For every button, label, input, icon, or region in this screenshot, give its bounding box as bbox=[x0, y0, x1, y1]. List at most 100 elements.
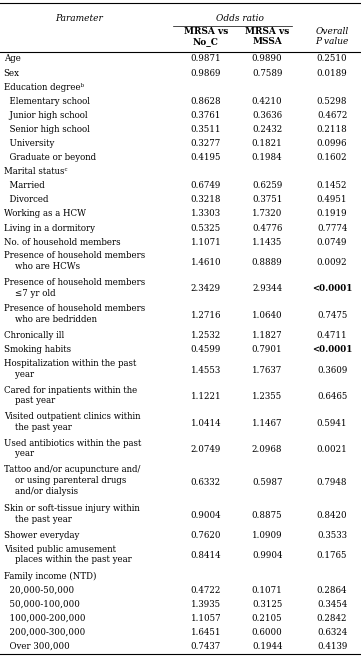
Text: 2.0749: 2.0749 bbox=[191, 445, 221, 454]
Text: Hospitalization within the past
    year: Hospitalization within the past year bbox=[4, 359, 136, 379]
Text: <0.0001: <0.0001 bbox=[312, 284, 352, 294]
Text: Divorced: Divorced bbox=[4, 195, 48, 204]
Text: 0.9904: 0.9904 bbox=[252, 551, 282, 560]
Text: 0.8875: 0.8875 bbox=[252, 510, 282, 520]
Text: 2.3429: 2.3429 bbox=[191, 284, 221, 294]
Text: 0.3125: 0.3125 bbox=[252, 600, 282, 609]
Text: 0.4722: 0.4722 bbox=[191, 586, 221, 595]
Text: Odds ratio: Odds ratio bbox=[216, 14, 264, 24]
Text: 0.5325: 0.5325 bbox=[191, 223, 221, 233]
Text: 0.9004: 0.9004 bbox=[191, 510, 221, 520]
Text: 1.4553: 1.4553 bbox=[191, 366, 221, 374]
Text: Cared for inpatients within the
    past year: Cared for inpatients within the past yea… bbox=[4, 386, 137, 405]
Text: 0.2864: 0.2864 bbox=[317, 586, 347, 595]
Text: 1.7320: 1.7320 bbox=[252, 210, 282, 219]
Text: 1.4610: 1.4610 bbox=[191, 258, 221, 267]
Text: 0.4711: 0.4711 bbox=[317, 331, 347, 340]
Text: 0.7620: 0.7620 bbox=[191, 531, 221, 540]
Text: 0.6000: 0.6000 bbox=[252, 628, 283, 637]
Text: 1.6451: 1.6451 bbox=[191, 628, 221, 637]
Text: 0.8414: 0.8414 bbox=[191, 551, 221, 560]
Text: Visited public amusement
    places within the past year: Visited public amusement places within t… bbox=[4, 545, 131, 564]
Text: 0.4210: 0.4210 bbox=[252, 97, 282, 106]
Text: 200,000-300,000: 200,000-300,000 bbox=[4, 628, 85, 637]
Text: 1.2355: 1.2355 bbox=[252, 392, 282, 401]
Text: 0.7475: 0.7475 bbox=[317, 311, 347, 320]
Text: 0.8889: 0.8889 bbox=[252, 258, 283, 267]
Text: Presence of household members
    ≤7 yr old: Presence of household members ≤7 yr old bbox=[4, 278, 145, 298]
Text: 1.1435: 1.1435 bbox=[252, 238, 282, 246]
Text: 0.0996: 0.0996 bbox=[317, 139, 347, 148]
Text: 0.3454: 0.3454 bbox=[317, 600, 347, 609]
Text: 1.1221: 1.1221 bbox=[191, 392, 221, 401]
Text: Education degreeᵇ: Education degreeᵇ bbox=[4, 83, 84, 91]
Text: Used antibiotics within the past
    year: Used antibiotics within the past year bbox=[4, 439, 141, 459]
Text: 0.1984: 0.1984 bbox=[252, 153, 282, 162]
Text: 0.6465: 0.6465 bbox=[317, 392, 347, 401]
Text: 0.7589: 0.7589 bbox=[252, 68, 282, 78]
Text: 0.2510: 0.2510 bbox=[317, 55, 347, 64]
Text: Presence of household members
    who are HCWs: Presence of household members who are HC… bbox=[4, 251, 145, 271]
Text: Smoking habits: Smoking habits bbox=[4, 346, 71, 354]
Text: 0.7901: 0.7901 bbox=[252, 346, 282, 354]
Text: 0.2842: 0.2842 bbox=[317, 614, 347, 623]
Text: 0.4951: 0.4951 bbox=[317, 195, 347, 204]
Text: Sex: Sex bbox=[4, 68, 19, 78]
Text: Senior high school: Senior high school bbox=[4, 125, 90, 134]
Text: 0.4776: 0.4776 bbox=[252, 223, 282, 233]
Text: 2.9344: 2.9344 bbox=[252, 284, 282, 294]
Text: 0.7437: 0.7437 bbox=[191, 642, 221, 651]
Text: 0.4195: 0.4195 bbox=[191, 153, 221, 162]
Text: Chronically ill: Chronically ill bbox=[4, 331, 64, 340]
Text: 1.1071: 1.1071 bbox=[190, 238, 221, 246]
Text: Presence of household members
    who are bedridden: Presence of household members who are be… bbox=[4, 304, 145, 324]
Text: Visited outpatient clinics within
    the past year: Visited outpatient clinics within the pa… bbox=[4, 412, 140, 432]
Text: 1.1827: 1.1827 bbox=[252, 331, 282, 340]
Text: Elementary school: Elementary school bbox=[4, 97, 90, 106]
Text: 0.0021: 0.0021 bbox=[317, 445, 348, 454]
Text: Working as a HCW: Working as a HCW bbox=[4, 210, 86, 219]
Text: 0.9890: 0.9890 bbox=[252, 55, 282, 64]
Text: 2.0968: 2.0968 bbox=[252, 445, 282, 454]
Text: 0.2432: 0.2432 bbox=[252, 125, 282, 134]
Text: 0.9871: 0.9871 bbox=[191, 55, 221, 64]
Text: 1.0414: 1.0414 bbox=[191, 419, 221, 428]
Text: 0.3511: 0.3511 bbox=[191, 125, 221, 134]
Text: Graduate or beyond: Graduate or beyond bbox=[4, 153, 96, 162]
Text: 1.3935: 1.3935 bbox=[191, 600, 221, 609]
Text: 0.0092: 0.0092 bbox=[317, 258, 347, 267]
Text: 0.3751: 0.3751 bbox=[252, 195, 282, 204]
Text: University: University bbox=[4, 139, 54, 148]
Text: 0.6332: 0.6332 bbox=[191, 478, 221, 487]
Text: 1.1467: 1.1467 bbox=[252, 419, 282, 428]
Text: <0.0001: <0.0001 bbox=[312, 346, 352, 354]
Text: 0.1602: 0.1602 bbox=[317, 153, 347, 162]
Text: 20,000-50,000: 20,000-50,000 bbox=[4, 586, 74, 595]
Text: Parameter: Parameter bbox=[56, 14, 103, 24]
Text: 1.1057: 1.1057 bbox=[191, 614, 221, 623]
Text: Family income (NTD): Family income (NTD) bbox=[4, 572, 96, 581]
Text: 0.9869: 0.9869 bbox=[191, 68, 221, 78]
Text: 0.3533: 0.3533 bbox=[317, 531, 347, 540]
Text: 0.0189: 0.0189 bbox=[317, 68, 348, 78]
Text: 0.1071: 0.1071 bbox=[252, 586, 283, 595]
Text: 0.5298: 0.5298 bbox=[317, 97, 347, 106]
Text: 0.6749: 0.6749 bbox=[191, 181, 221, 191]
Text: Age: Age bbox=[4, 55, 21, 64]
Text: 0.1452: 0.1452 bbox=[317, 181, 347, 191]
Text: 0.6259: 0.6259 bbox=[252, 181, 282, 191]
Text: 0.0749: 0.0749 bbox=[317, 238, 347, 246]
Text: 0.1919: 0.1919 bbox=[317, 210, 347, 219]
Text: 0.1765: 0.1765 bbox=[317, 551, 347, 560]
Text: Overall
P value: Overall P value bbox=[316, 27, 349, 46]
Text: 1.0909: 1.0909 bbox=[252, 531, 282, 540]
Text: 0.2118: 0.2118 bbox=[317, 125, 348, 134]
Text: 0.1944: 0.1944 bbox=[252, 642, 282, 651]
Text: 0.5987: 0.5987 bbox=[252, 478, 282, 487]
Text: 1.7637: 1.7637 bbox=[252, 366, 282, 374]
Text: 0.4672: 0.4672 bbox=[317, 111, 347, 120]
Text: 1.0640: 1.0640 bbox=[252, 311, 282, 320]
Text: 0.3609: 0.3609 bbox=[317, 366, 347, 374]
Text: 0.8628: 0.8628 bbox=[191, 97, 221, 106]
Text: 1.3303: 1.3303 bbox=[191, 210, 221, 219]
